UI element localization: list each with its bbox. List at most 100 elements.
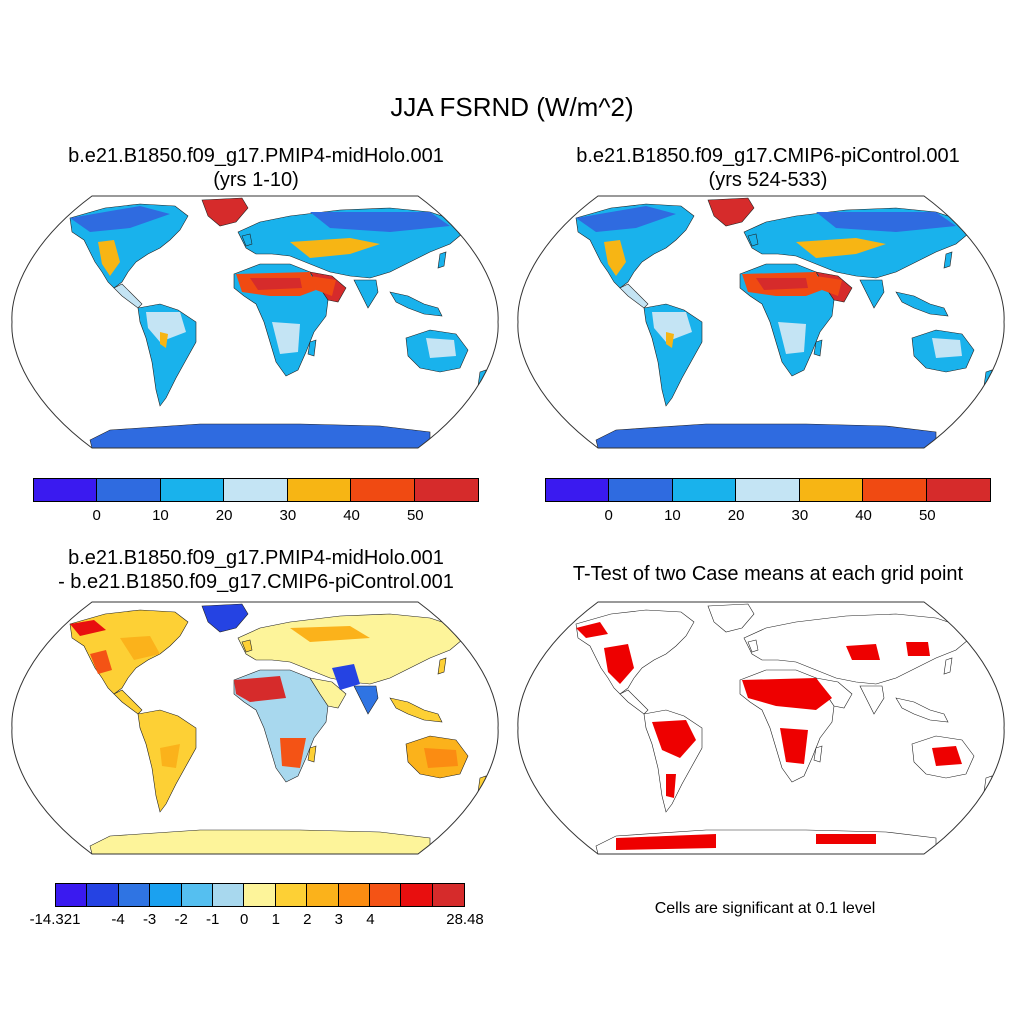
colorbar-tick-label: 20	[727, 507, 745, 524]
landmass-uk	[241, 639, 253, 653]
panel1-title-line2: (yrs 1-10)	[213, 169, 299, 191]
map-land-group	[69, 197, 487, 448]
landmass-green	[707, 603, 755, 633]
map-boundary	[11, 195, 499, 449]
colorbar-segment	[224, 479, 288, 501]
panel3-title: b.e21.B1850.f09_g17.PMIP4-midHolo.001 - …	[0, 546, 512, 594]
map-field-patch	[742, 678, 832, 710]
map-field-patch	[160, 332, 168, 348]
colorbar-segment	[414, 479, 478, 501]
map-field-patch	[280, 738, 306, 768]
colorbar-midholo	[33, 478, 479, 502]
map-field-patch	[332, 664, 360, 690]
map-field-patch	[778, 322, 806, 354]
landmass-eur	[237, 613, 463, 685]
map-field-patch	[846, 644, 880, 660]
colorbar-tick-label: 20	[215, 507, 233, 524]
landmass-sea	[389, 697, 443, 723]
colorbar-segment	[351, 479, 415, 501]
colorbar-segment	[87, 884, 119, 906]
landmass-mad	[307, 339, 317, 357]
landmass-ant	[89, 829, 431, 854]
landmass-sea	[895, 697, 949, 723]
colorbar-segment	[338, 884, 370, 906]
colorbar-segment	[34, 479, 98, 501]
panel3-title-line1: b.e21.B1850.f09_g17.PMIP4-midHolo.001	[68, 547, 444, 569]
colorbar-segment	[212, 884, 245, 906]
map-field-patch	[424, 748, 458, 768]
colorbar-tick-label: 40	[855, 507, 872, 524]
colorbar-segment	[118, 884, 151, 906]
map-field-patch	[604, 644, 634, 684]
map-panel-ttest	[517, 601, 1005, 855]
colorbar-segment	[244, 884, 276, 906]
panel3-title-line2: - b.e21.B1850.f09_g17.CMIP6-piControl.00…	[58, 571, 454, 593]
map-field-patch	[290, 626, 370, 642]
landmass-uk	[747, 639, 759, 653]
map-land-group	[575, 603, 993, 854]
map-field-patch	[234, 676, 286, 702]
landmass-ant	[595, 423, 937, 448]
map-field-patch	[70, 620, 106, 636]
map-field-patch	[250, 278, 302, 290]
panel2-title-line1: b.e21.B1850.f09_g17.CMIP6-piControl.001	[576, 145, 960, 167]
landmass-india	[859, 279, 885, 309]
landmass-green	[201, 603, 249, 633]
colorbar-segment	[799, 479, 864, 501]
map-field-patch	[666, 332, 674, 348]
colorbar-difference-labels: -14.321 -4 -3 -2 -1 0 1 2 3 4 28.48	[30, 911, 484, 931]
map-field-patch	[90, 650, 112, 674]
landmass-jp	[437, 657, 447, 675]
landmass-mad	[813, 339, 823, 357]
colorbar-tick-label: 30	[279, 507, 297, 524]
landmass-green	[201, 197, 249, 227]
colorbar-tick-label: 50	[918, 507, 936, 524]
landmass-ca	[619, 689, 649, 715]
colorbar-tick-label: 10	[664, 507, 681, 524]
map-field-patch	[70, 206, 170, 232]
panel4-title: T-Test of two Case means at each grid po…	[572, 563, 964, 585]
map-field-patch	[932, 338, 962, 358]
map-panel-picontrol	[517, 195, 1005, 449]
colorbar-tick-label: -2	[174, 911, 188, 928]
colorbar-tick-label: 40	[343, 507, 360, 524]
significance-note: Cells are significant at 0.1 level	[654, 900, 876, 917]
map-field-patch	[160, 744, 180, 768]
colorbar-tick-label: -14.321	[29, 911, 81, 928]
map-land-group	[575, 197, 993, 448]
map-field-patch	[932, 746, 962, 766]
map-field-patch	[120, 636, 160, 660]
colorbar-segment	[287, 479, 352, 501]
colorbar-tick-label: 50	[406, 507, 424, 524]
landmass-green	[707, 197, 755, 227]
map-field-patch	[146, 312, 186, 342]
colorbar-tick-label: 0	[240, 911, 249, 928]
map-boundary	[517, 601, 1005, 855]
colorbar-tick-label: 2	[303, 911, 312, 928]
map-field-patch	[816, 212, 956, 232]
colorbar-tick-label: -4	[111, 911, 125, 928]
colorbar-segment	[56, 884, 88, 906]
map-field-patch	[780, 728, 808, 764]
landmass-ca	[113, 283, 143, 309]
map-field-patch	[906, 642, 930, 656]
landmass-uk	[241, 233, 253, 247]
map-field-patch	[98, 240, 120, 276]
landmass-sea	[895, 291, 949, 317]
map-field-patch	[796, 238, 886, 258]
colorbar-segment	[672, 479, 737, 501]
colorbar-difference	[55, 883, 465, 907]
colorbar-tick-label: 0	[604, 507, 613, 524]
landmass-jp	[943, 657, 953, 675]
colorbar-segment	[181, 884, 213, 906]
colorbar-tick-label: 30	[791, 507, 809, 524]
map-boundary	[11, 601, 499, 855]
colorbar-midholo-labels: 0 10 20 30 40 50	[33, 507, 479, 527]
map-panel-difference	[11, 601, 499, 855]
map-field-patch	[652, 720, 696, 758]
landmass-mad	[813, 745, 823, 763]
colorbar-segment	[97, 479, 161, 501]
colorbar-tick-label: 3	[334, 911, 344, 928]
landmass-india	[353, 279, 379, 309]
landmass-mad	[307, 745, 317, 763]
